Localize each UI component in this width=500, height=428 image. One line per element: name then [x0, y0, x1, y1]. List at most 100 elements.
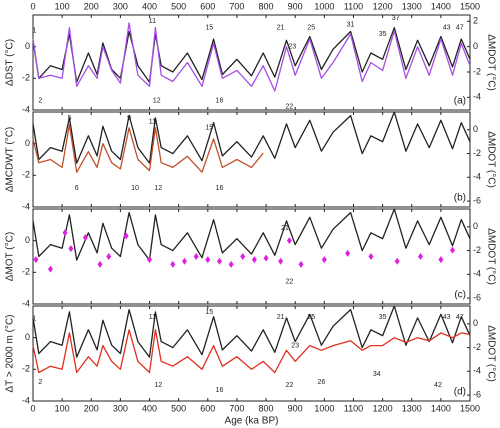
data-point	[450, 246, 456, 254]
y2-axis-label: ΔMDOT (°C)	[485, 131, 496, 188]
annotation: 47	[456, 314, 464, 321]
y2-tick-label: -2	[473, 342, 481, 352]
data-point	[251, 256, 257, 264]
data-point	[205, 256, 211, 264]
x-tick-label: 300	[113, 1, 128, 11]
x-tick-label: 800	[259, 403, 274, 413]
annotation: 16	[216, 387, 224, 394]
annotation: 21	[277, 25, 285, 32]
y2-tick-label: -6	[473, 195, 481, 205]
data-point	[33, 256, 39, 264]
x-tick-label: 600	[200, 1, 215, 11]
y2-tick-label: -6	[473, 389, 481, 399]
annotation: 1	[33, 28, 37, 35]
annotation: 15	[205, 309, 213, 316]
data-line	[32, 111, 471, 164]
y-tick-label: -4	[22, 201, 30, 211]
y-tick-label: -4	[22, 104, 30, 114]
data-point	[278, 257, 284, 265]
x-tick-label: 1400	[431, 403, 451, 413]
x-tick-label: 1500	[460, 403, 480, 413]
x-tick-label: 1000	[314, 403, 334, 413]
x-tick-label: 1100	[344, 403, 363, 413]
x-tick-label: 600	[200, 403, 215, 413]
x-tick-label: 1100	[344, 1, 363, 11]
data-point	[97, 260, 103, 268]
annotation: 23	[291, 342, 299, 349]
annotation: 25	[307, 314, 315, 321]
data-point	[82, 234, 88, 241]
x-axis-label: Age (ka BP)	[225, 416, 279, 427]
data-point	[62, 229, 68, 237]
data-point	[193, 253, 199, 260]
panel-frame	[32, 305, 471, 402]
data-point	[123, 232, 129, 240]
y-axis-label: ΔT > 2000 m (°C)	[5, 314, 16, 392]
y-axis-label: ΔMOT (°C)	[5, 232, 16, 281]
x-tick-label: 0	[30, 1, 35, 11]
annotation: 37	[392, 15, 400, 22]
annotation: 43	[443, 25, 451, 32]
y-axis-label: ΔMCDWT (°C)	[5, 127, 16, 192]
annotation: 26	[318, 379, 326, 386]
y2-tick-label: 0	[473, 124, 478, 134]
data-point	[298, 260, 304, 268]
y2-tick-label: -4	[473, 269, 481, 279]
y2-tick-label: 0	[473, 221, 478, 231]
data-point	[147, 256, 153, 264]
annotation: 15	[205, 25, 213, 32]
annotation: 16	[216, 97, 224, 104]
x-tick-label: 900	[288, 403, 303, 413]
data-point	[216, 257, 222, 265]
annotation: 12	[154, 382, 162, 389]
annotation: 22	[285, 382, 293, 389]
data-line	[32, 208, 471, 261]
annotation: 31	[347, 21, 355, 28]
annotation: 16	[216, 185, 224, 192]
data-point	[263, 254, 269, 262]
y-tick-label: 0	[25, 138, 30, 148]
annotation: 47	[456, 25, 464, 32]
panel-label: (c)	[454, 290, 466, 301]
y2-axis-label: ΔMDOT (°C)	[485, 228, 496, 285]
x-tick-label: 200	[84, 403, 99, 413]
annotation: 11	[149, 118, 156, 125]
x-tick-label: 1300	[402, 1, 422, 11]
panel-label: (d)	[454, 387, 466, 398]
annotation: 6	[75, 185, 79, 192]
x-tick-label: 800	[259, 1, 274, 11]
panel-label: (a)	[454, 96, 466, 107]
annotation: 2	[38, 97, 42, 104]
annotation: 15	[205, 125, 213, 132]
x-tick-label: 300	[113, 403, 128, 413]
annotation: 35	[379, 314, 387, 321]
data-point	[321, 256, 327, 264]
data-point	[345, 249, 351, 257]
x-tick-label: 500	[171, 403, 186, 413]
annotation: 34	[373, 371, 381, 378]
data-point	[68, 245, 74, 253]
annotation: 11	[149, 18, 156, 25]
annotation: 5	[67, 115, 71, 122]
x-tick-label: 500	[171, 1, 186, 11]
x-tick-label: 200	[84, 1, 99, 11]
y-tick-label: -2	[22, 170, 30, 180]
data-point	[438, 256, 444, 264]
annotation: 35	[379, 31, 387, 38]
x-tick-label: 400	[142, 403, 157, 413]
annotation: 21	[277, 314, 285, 321]
annotation: 23	[288, 44, 296, 51]
y2-tick-label: -2	[473, 66, 481, 76]
x-tick-label: 0	[30, 403, 35, 413]
data-point	[170, 260, 176, 268]
panel-frame	[32, 14, 471, 111]
y-tick-label: -2	[22, 364, 30, 374]
data-point	[417, 253, 423, 260]
y2-tick-label: 2	[473, 16, 478, 26]
y2-tick-label: 0	[473, 318, 478, 328]
y-tick-label: 0	[25, 41, 30, 51]
y-tick-label: 0	[25, 332, 30, 342]
annotation: 42	[434, 382, 442, 389]
x-tick-label: 1300	[402, 403, 422, 413]
annotation: 22	[285, 279, 293, 286]
